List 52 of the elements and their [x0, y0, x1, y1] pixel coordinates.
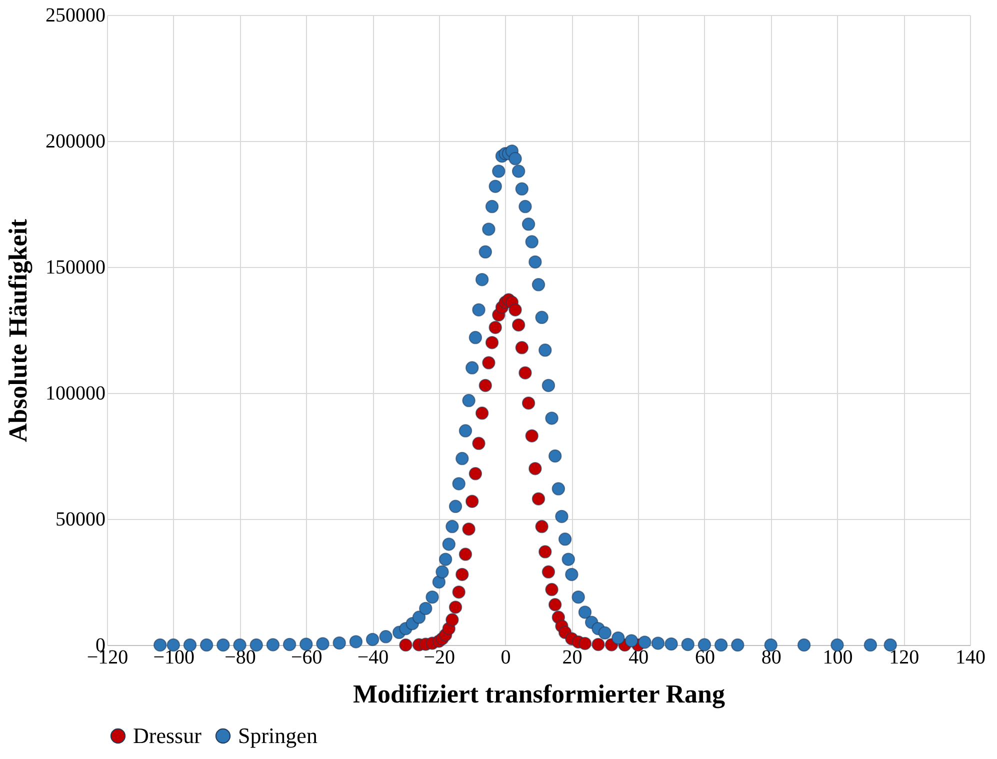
x-tick-label: 100 — [822, 646, 853, 668]
x-axis-title: Modifiziert transformierter Rang — [352, 680, 726, 708]
point — [399, 638, 412, 652]
point — [488, 320, 502, 334]
point — [518, 366, 532, 380]
legend-label: Springen — [238, 723, 318, 748]
point — [458, 548, 472, 561]
point — [478, 378, 492, 392]
point — [522, 396, 536, 410]
point — [485, 336, 499, 350]
x-tick-label: 20 — [562, 646, 582, 668]
x-tick-label: −40 — [357, 646, 389, 668]
point — [515, 341, 529, 354]
point — [538, 545, 552, 558]
y-tick-label: 100000 — [46, 382, 106, 404]
y-axis-title: Absolute Häufigkeit — [4, 218, 32, 442]
y-tick-label: 250000 — [46, 4, 106, 26]
point — [578, 636, 592, 650]
point — [542, 565, 556, 579]
point — [472, 436, 486, 450]
point — [448, 600, 462, 614]
x-tick-label: 60 — [694, 646, 715, 668]
x-tick-label: 0 — [500, 646, 511, 668]
point — [592, 638, 605, 652]
point — [545, 582, 558, 596]
point — [468, 467, 482, 480]
x-tick-label: 80 — [761, 646, 782, 668]
point — [482, 356, 496, 370]
point — [535, 520, 548, 534]
x-tick-label: 120 — [889, 646, 920, 668]
x-tick-label: −80 — [224, 646, 256, 668]
point — [462, 522, 476, 536]
point — [525, 429, 538, 442]
x-tick-label: 140 — [956, 646, 986, 668]
x-tick-label: −60 — [291, 646, 322, 668]
point — [508, 303, 522, 316]
point — [528, 462, 542, 476]
point — [532, 492, 546, 506]
x-tick-label: −100 — [153, 646, 195, 668]
y-tick-label: 200000 — [46, 130, 106, 152]
point — [452, 585, 466, 599]
point — [465, 494, 479, 508]
point — [456, 568, 469, 582]
point — [512, 318, 526, 332]
legend-label: Dressur — [133, 723, 202, 748]
point — [548, 598, 562, 612]
y-tick-label: 150000 — [46, 256, 106, 278]
y-tick-label: 50000 — [56, 508, 106, 530]
x-tick-label: −20 — [424, 646, 456, 668]
x-tick-label: 40 — [628, 646, 649, 668]
point — [446, 613, 459, 626]
point — [475, 406, 489, 420]
